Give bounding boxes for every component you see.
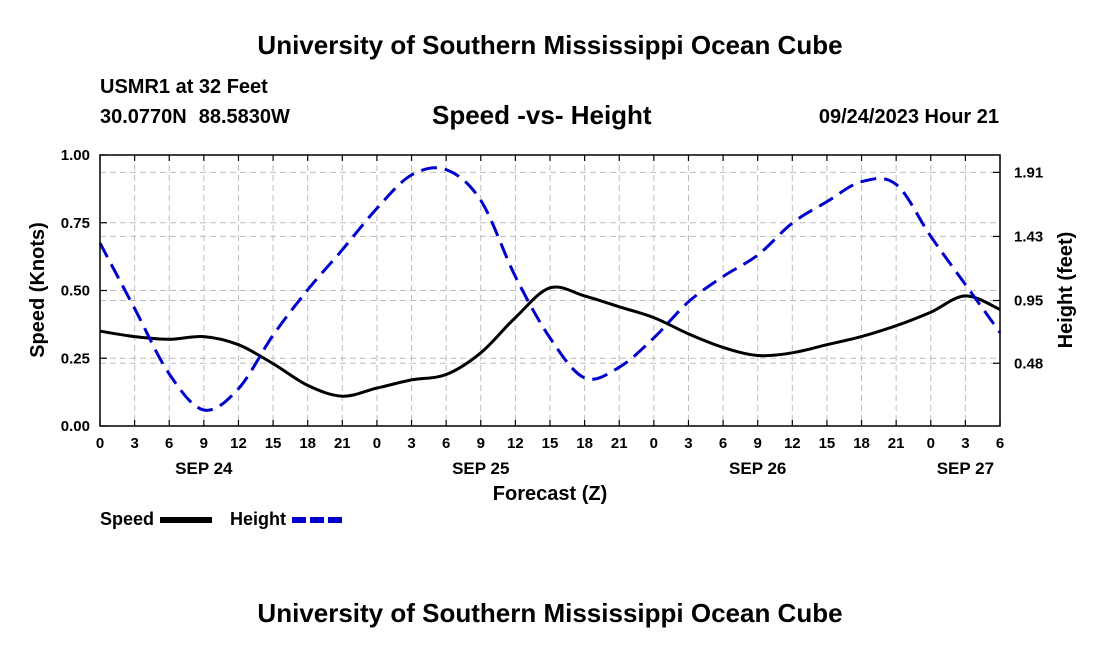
x-tick-label: 12 (230, 435, 247, 452)
x-axis-label: Forecast (Z) (493, 483, 607, 505)
x-tick-label: 12 (784, 435, 801, 452)
x-tick-label: 21 (334, 435, 351, 452)
height-series-line (98, 166, 1002, 412)
x-tick-label: 0 (927, 435, 935, 452)
date-label: SEP 27 (937, 459, 994, 478)
x-tick-label: 0 (650, 435, 658, 452)
x-tick-label: 6 (165, 435, 173, 452)
y-tick-label: 0.25 (61, 350, 90, 367)
footer-title: University of Southern Mississippi Ocean… (257, 598, 843, 628)
x-tick-label: 15 (819, 435, 836, 452)
x-tick-label: 0 (373, 435, 381, 452)
x-tick-label: 0 (96, 435, 104, 452)
y-tick-label: 0.00 (61, 418, 90, 435)
x-tick-label: 12 (507, 435, 524, 452)
x-tick-label: 18 (853, 435, 870, 452)
x-tick-label: 15 (265, 435, 282, 452)
x-tick-label: 21 (888, 435, 905, 452)
y2-tick-label: 1.43 (1014, 228, 1043, 245)
x-tick-label: 18 (299, 435, 316, 452)
y2-tick-label: 1.91 (1014, 164, 1043, 181)
legend-height-label: Height (230, 509, 286, 529)
y2-tick-label: 0.48 (1014, 355, 1043, 372)
forecast-timestamp: 09/24/2023 Hour 21 (818, 106, 999, 128)
x-tick-label: 3 (407, 435, 415, 452)
speed-series-line (99, 285, 1001, 398)
y2-tick-label: 0.95 (1014, 293, 1043, 310)
x-tick-label: 15 (542, 435, 559, 452)
x-tick-label: 6 (442, 435, 450, 452)
x-tick-label: 6 (719, 435, 727, 452)
chart-title: Speed -vs- Height (432, 100, 652, 130)
y-tick-label: 1.00 (61, 147, 90, 164)
y-tick-label: 0.75 (61, 215, 90, 232)
x-tick-label: 18 (576, 435, 593, 452)
y-axis-label: Speed (Knots) (27, 222, 49, 358)
axes: 0 3 6 9 12 15 18 21 0 3 6 9 12 15 18 21 0 3 6 9 12 15 18 21 0 3 6 0… (61, 147, 1043, 478)
longitude: 88.5830W (198, 106, 290, 128)
series-layer (98, 166, 1002, 412)
y2-axis-label: Height (feet) (1055, 232, 1077, 349)
x-tick-label: 6 (996, 435, 1004, 452)
station-label: USMR1 at 32 Feet (100, 76, 268, 98)
coordinates: 30.0770N 88.5830W (100, 106, 290, 129)
grid (100, 155, 1000, 426)
latitude: 30.0770N (100, 106, 187, 128)
x-tick-label: 9 (200, 435, 208, 452)
date-label: SEP 24 (175, 459, 233, 478)
main-title: University of Southern Mississippi Ocean… (257, 30, 843, 60)
x-tick-label: 3 (684, 435, 692, 452)
x-tick-label: 9 (477, 435, 485, 452)
legend: Speed Height (100, 509, 342, 529)
date-label: SEP 26 (729, 459, 786, 478)
x-tick-label: 9 (754, 435, 762, 452)
x-tick-label: 3 (130, 435, 138, 452)
legend-speed-label: Speed (100, 509, 154, 529)
date-label: SEP 25 (452, 459, 509, 478)
y-tick-label: 0.50 (61, 283, 90, 300)
x-tick-label: 3 (961, 435, 969, 452)
x-tick-label: 21 (611, 435, 628, 452)
